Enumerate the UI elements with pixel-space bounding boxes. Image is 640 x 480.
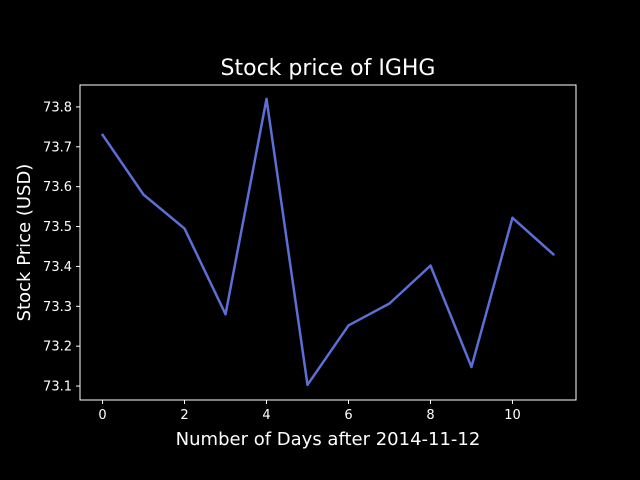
x-tick-label: 8 <box>426 408 434 423</box>
y-tick-label: 73.4 <box>43 260 72 275</box>
y-tick-label: 73.3 <box>43 300 72 315</box>
y-tick-label: 73.2 <box>43 340 72 355</box>
axes-frame <box>79 84 577 401</box>
data-point <box>470 365 473 369</box>
data-point <box>306 383 309 387</box>
data-point <box>265 97 268 101</box>
series-line <box>101 97 555 387</box>
x-tick-label: 4 <box>262 408 270 423</box>
data-point <box>388 302 391 305</box>
x-axis-title: Number of Days after 2014-11-12 <box>176 429 481 450</box>
data-point <box>347 324 350 327</box>
data-point <box>183 227 186 230</box>
data-point <box>511 216 514 219</box>
data-point <box>429 264 432 267</box>
x-tick-label: 2 <box>180 408 188 423</box>
y-tick-label: 73.5 <box>43 220 72 235</box>
data-point <box>224 313 227 316</box>
data-point <box>142 193 145 196</box>
data-point <box>101 133 104 137</box>
plot-area: 0 2 4 6 8 10 73.1 73.2 73.3 73.4 73.5 73.6 73.7 73.8 <box>43 97 555 423</box>
y-tick-label: 73.8 <box>43 100 72 115</box>
y-tick-label: 73.6 <box>43 180 72 195</box>
y-axis-title: Stock Price (USD) <box>14 164 35 322</box>
chart-title: Stock price of IGHG <box>221 56 436 81</box>
y-tick-label: 73.1 <box>43 380 72 395</box>
y-tick-label: 73.7 <box>43 140 72 155</box>
data-point <box>552 253 555 256</box>
x-tick-label: 10 <box>504 408 521 423</box>
x-tick-label: 6 <box>344 408 352 423</box>
x-tick-label: 0 <box>98 408 106 423</box>
